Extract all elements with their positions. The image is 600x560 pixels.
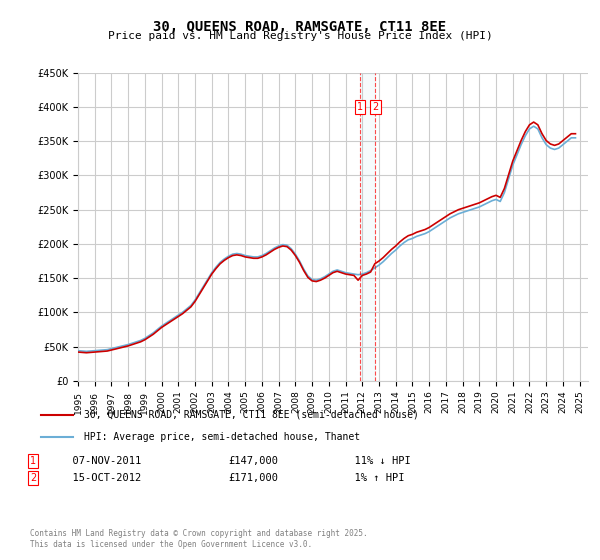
Text: 11% ↓ HPI: 11% ↓ HPI: [342, 456, 411, 466]
Text: 1: 1: [356, 102, 363, 112]
Text: 1% ↑ HPI: 1% ↑ HPI: [342, 473, 404, 483]
Text: 2: 2: [30, 473, 36, 483]
Text: £147,000: £147,000: [228, 456, 278, 466]
Text: HPI: Average price, semi-detached house, Thanet: HPI: Average price, semi-detached house,…: [84, 432, 360, 442]
Text: £171,000: £171,000: [228, 473, 278, 483]
Text: 1: 1: [30, 456, 36, 466]
Text: 2: 2: [373, 102, 379, 112]
Text: Contains HM Land Registry data © Crown copyright and database right 2025.
This d: Contains HM Land Registry data © Crown c…: [30, 529, 368, 549]
Text: 07-NOV-2011: 07-NOV-2011: [60, 456, 141, 466]
Bar: [360, 73, 376, 381]
Text: 15-OCT-2012: 15-OCT-2012: [60, 473, 141, 483]
Text: Price paid vs. HM Land Registry's House Price Index (HPI): Price paid vs. HM Land Registry's House …: [107, 31, 493, 41]
Text: 30, QUEENS ROAD, RAMSGATE, CT11 8EE: 30, QUEENS ROAD, RAMSGATE, CT11 8EE: [154, 20, 446, 34]
Text: 30, QUEENS ROAD, RAMSGATE, CT11 8EE (semi-detached house): 30, QUEENS ROAD, RAMSGATE, CT11 8EE (sem…: [84, 409, 419, 419]
